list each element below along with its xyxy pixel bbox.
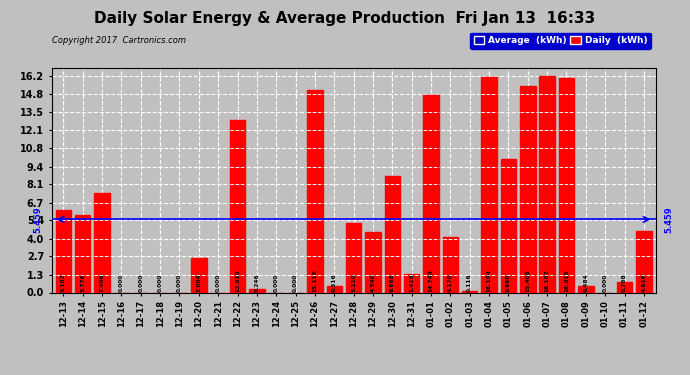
Text: 0.000: 0.000 <box>177 274 182 292</box>
Text: 8.668: 8.668 <box>390 273 395 292</box>
Bar <box>56 210 71 292</box>
Text: 5.776: 5.776 <box>80 273 85 292</box>
Text: 16.182: 16.182 <box>544 269 550 292</box>
Text: 0.000: 0.000 <box>293 274 298 292</box>
Text: 6.162: 6.162 <box>61 273 66 292</box>
Bar <box>617 282 632 292</box>
Text: 0.116: 0.116 <box>467 273 472 292</box>
Text: 0.000: 0.000 <box>216 274 221 292</box>
Text: 0.484: 0.484 <box>583 273 589 292</box>
Bar <box>75 215 90 292</box>
Bar <box>482 77 497 292</box>
Text: 5.459: 5.459 <box>664 206 673 233</box>
Text: 0.000: 0.000 <box>602 274 608 292</box>
Text: 0.246: 0.246 <box>255 273 259 292</box>
Text: 1.418: 1.418 <box>409 273 414 292</box>
Bar <box>365 232 381 292</box>
Bar <box>249 289 264 292</box>
Text: 5.210: 5.210 <box>351 273 356 292</box>
Text: 9.960: 9.960 <box>506 273 511 292</box>
Text: 4.616: 4.616 <box>642 273 647 292</box>
Bar <box>501 159 516 292</box>
Bar <box>191 258 206 292</box>
Bar <box>462 291 477 292</box>
Text: 0.516: 0.516 <box>332 273 337 292</box>
Bar <box>346 223 362 292</box>
Text: 0.768: 0.768 <box>622 273 627 292</box>
Text: Daily Solar Energy & Average Production  Fri Jan 13  16:33: Daily Solar Energy & Average Production … <box>95 11 595 26</box>
Text: 15.116: 15.116 <box>313 269 317 292</box>
Text: Copyright 2017  Cartronics.com: Copyright 2017 Cartronics.com <box>52 36 186 45</box>
Bar <box>443 237 458 292</box>
Text: 2.604: 2.604 <box>197 273 201 292</box>
Text: 14.748: 14.748 <box>428 269 433 292</box>
Bar <box>578 286 593 292</box>
Text: 5.459: 5.459 <box>34 206 43 233</box>
Text: 16.104: 16.104 <box>486 269 491 292</box>
Text: 0.000: 0.000 <box>274 274 279 292</box>
Text: 15.408: 15.408 <box>525 269 531 292</box>
Bar <box>230 120 245 292</box>
Text: 7.406: 7.406 <box>99 273 105 292</box>
Bar <box>423 95 439 292</box>
Bar <box>404 273 420 292</box>
Bar <box>636 231 651 292</box>
Bar <box>540 76 555 292</box>
Legend: Average  (kWh), Daily  (kWh): Average (kWh), Daily (kWh) <box>470 33 651 49</box>
Text: 0.000: 0.000 <box>157 274 163 292</box>
Text: 0.000: 0.000 <box>119 274 124 292</box>
Bar <box>559 78 574 292</box>
Text: 4.546: 4.546 <box>371 273 375 292</box>
Text: 16.018: 16.018 <box>564 269 569 292</box>
Bar <box>326 286 342 292</box>
Text: 12.910: 12.910 <box>235 269 240 292</box>
Bar <box>307 90 323 292</box>
Text: 4.170: 4.170 <box>448 273 453 292</box>
Bar <box>95 194 110 292</box>
Text: 0.000: 0.000 <box>138 274 144 292</box>
Bar <box>384 176 400 292</box>
Bar <box>520 86 535 292</box>
